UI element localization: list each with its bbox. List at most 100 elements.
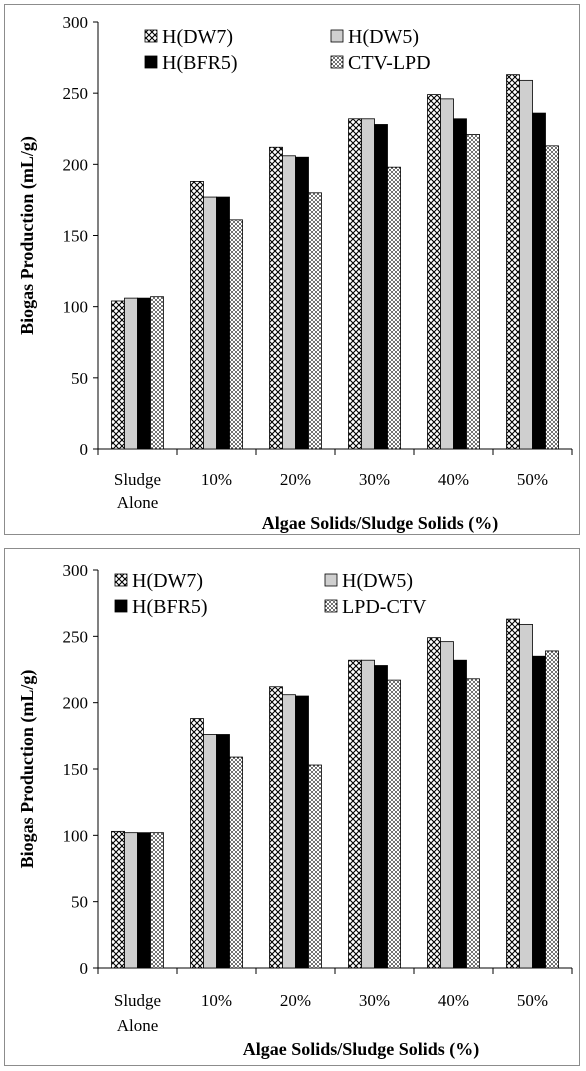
x-tick-label: 10%	[201, 470, 232, 489]
bar-h-dw7-5	[506, 618, 520, 969]
legend-swatch	[114, 599, 128, 613]
bar-h-dw5-3	[361, 118, 375, 450]
bar-h-bfr5-5	[532, 655, 546, 969]
bar-ctv-lpd-2	[308, 192, 322, 450]
y-tick-label: 150	[63, 760, 89, 779]
bar-h-bfr5-4	[453, 118, 467, 450]
bar-h-dw7-2	[269, 686, 283, 969]
bar-h-dw5-1	[203, 196, 217, 450]
bar-h-dw5-1	[203, 734, 217, 969]
legend-label: CTV-LPD	[348, 52, 431, 74]
bar-lpd-ctv-5	[545, 650, 559, 969]
y-tick-label: 50	[71, 369, 88, 388]
bar-ctv-lpd-3	[387, 166, 401, 450]
legend-label: LPD-CTV	[342, 596, 427, 618]
bar-h-dw7-4	[427, 94, 441, 450]
bar-lpd-ctv-0	[150, 832, 164, 969]
bar-h-bfr5-2	[295, 156, 309, 450]
legend-swatch	[330, 29, 344, 43]
bar-h-dw5-5	[519, 623, 533, 969]
bar-h-dw5-0	[124, 297, 138, 450]
legend-label: H(DW5)	[348, 26, 419, 48]
bar-h-dw7-5	[506, 74, 520, 450]
bar-h-dw5-0	[124, 832, 138, 969]
y-tick-label: 0	[80, 959, 89, 978]
biogas-chart-top: 0 50 100 150 200 250 300 Sludge Alone 10% 20% 30% 40…	[17, 13, 573, 534]
legend-label: H(DW7)	[162, 26, 233, 48]
legend-label: H(DW7)	[132, 570, 203, 592]
x-tick-label: 50%	[517, 470, 548, 489]
x-tick-label: 40%	[438, 991, 469, 1010]
y-tick-label: 250	[63, 627, 89, 646]
bar-h-dw5-3	[361, 659, 375, 969]
bar-lpd-ctv-4	[466, 678, 480, 969]
bar-h-bfr5-4	[453, 659, 467, 969]
x-tick-label: 20%	[280, 991, 311, 1010]
y-tick-label: 100	[63, 298, 89, 317]
legend-swatch	[114, 573, 128, 587]
x-tick-label: Alone	[117, 493, 159, 512]
x-tick-label: 30%	[359, 991, 390, 1010]
bar-ctv-lpd-5	[545, 145, 559, 450]
bar-h-dw5-2	[282, 155, 296, 450]
chart-panel-top: 0 50 100 150 200 250 300 Sludge Alone 10% 20% 30% 40…	[4, 4, 580, 535]
y-tick-label: 100	[63, 826, 89, 845]
bar-h-dw5-4	[440, 98, 454, 450]
y-tick-label: 250	[63, 84, 89, 103]
bar-ctv-lpd-1	[229, 219, 243, 450]
bar-h-bfr5-1	[216, 734, 230, 969]
chart-panel-bottom: 0 50 100 150 200 250 300 Sludge Alone 10% 20% 30% 40…	[4, 548, 580, 1066]
bar-h-bfr5-1	[216, 196, 230, 450]
y-tick-label: 0	[80, 440, 89, 459]
bar-h-bfr5-3	[374, 665, 388, 969]
x-axis-title: Algae Solids/Sludge Solids (%)	[243, 1039, 480, 1060]
bar-ctv-lpd-4	[466, 134, 480, 450]
y-tick-label: 300	[63, 13, 89, 32]
legend-swatch	[324, 599, 338, 613]
bar-h-dw5-4	[440, 641, 454, 969]
bar-h-dw7-0	[111, 300, 125, 450]
y-axis-title: Biogas Production (mL/g)	[17, 670, 38, 869]
y-tick-label: 150	[63, 227, 89, 246]
legend-swatch	[144, 55, 158, 69]
bar-h-bfr5-0	[137, 297, 151, 450]
y-tick-label: 200	[63, 155, 89, 174]
x-tick-label: 30%	[359, 470, 390, 489]
x-tick-label: 50%	[517, 991, 548, 1010]
x-axis-title: Algae Solids/Sludge Solids (%)	[262, 513, 499, 534]
bar-h-dw7-3	[348, 659, 362, 969]
x-tick-label: Sludge	[114, 991, 161, 1010]
bar-h-dw7-3	[348, 118, 362, 450]
x-tick-label: Sludge	[114, 470, 161, 489]
bar-lpd-ctv-1	[229, 756, 243, 969]
bar-h-dw7-1	[190, 718, 204, 969]
bar-h-dw7-4	[427, 637, 441, 969]
x-tick-label: 10%	[201, 991, 232, 1010]
bar-lpd-ctv-3	[387, 679, 401, 969]
bar-h-bfr5-5	[532, 112, 546, 450]
legend-swatch	[330, 55, 344, 69]
x-tick-label: 40%	[438, 470, 469, 489]
x-tick-label: 20%	[280, 470, 311, 489]
biogas-chart-bottom: 0 50 100 150 200 250 300 Sludge Alone 10% 20% 30% 40…	[17, 561, 573, 1060]
bar-h-dw7-0	[111, 830, 125, 969]
x-tick-label: Alone	[117, 1016, 159, 1035]
bar-h-bfr5-0	[137, 832, 151, 969]
legend-swatch	[144, 29, 158, 43]
bar-h-dw5-5	[519, 79, 533, 450]
bar-h-bfr5-3	[374, 124, 388, 450]
y-axis-title: Biogas Production (mL/g)	[17, 136, 38, 335]
legend-swatch	[324, 573, 338, 587]
bar-h-dw7-1	[190, 181, 204, 450]
bar-ctv-lpd-0	[150, 296, 164, 450]
bar-h-dw5-2	[282, 694, 296, 969]
legend-label: H(BFR5)	[162, 52, 238, 74]
y-tick-label: 50	[71, 893, 88, 912]
bar-lpd-ctv-2	[308, 764, 322, 969]
y-tick-label: 200	[63, 694, 89, 713]
y-tick-label: 300	[63, 561, 89, 580]
legend-label: H(DW5)	[342, 570, 413, 592]
legend-label: H(BFR5)	[132, 596, 208, 618]
bar-h-bfr5-2	[295, 695, 309, 969]
bar-h-dw7-2	[269, 146, 283, 450]
